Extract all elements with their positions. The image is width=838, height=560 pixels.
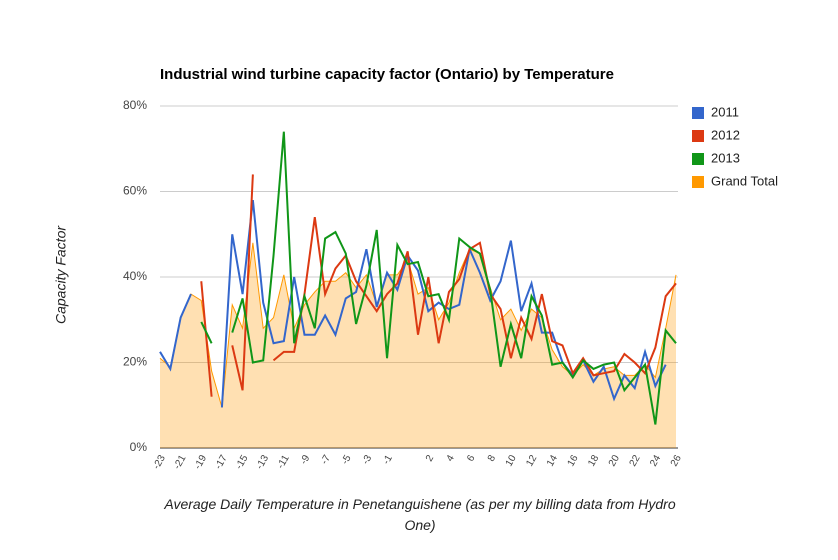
x-tick-label: 2	[424, 453, 437, 464]
x-tick-label: 20	[607, 453, 622, 469]
x-tick-label: -19	[192, 453, 209, 471]
x-tick-label: -15	[234, 453, 251, 471]
x-tick-label: -13	[254, 453, 271, 471]
x-tick-label: 12	[524, 453, 539, 469]
legend-swatch	[692, 130, 704, 142]
area-fill	[160, 242, 676, 448]
x-tick-label: -11	[275, 453, 292, 471]
y-tick-label: 40%	[123, 269, 147, 283]
series-line	[159, 293, 192, 372]
legend-swatch	[692, 107, 704, 119]
legend-label: Grand Total	[711, 173, 778, 188]
x-tick-label: 10	[504, 453, 519, 469]
x-tick-label: -23	[151, 453, 168, 471]
x-tick-label: 24	[648, 453, 663, 469]
series-line	[231, 131, 677, 425]
y-tick-label: 20%	[123, 355, 147, 369]
legend-label: 2013	[711, 150, 740, 165]
legend-label: 2012	[711, 127, 740, 142]
y-tick-label: 60%	[123, 184, 147, 198]
legend-label: 2011	[711, 104, 739, 119]
x-tick-label: -1	[381, 453, 395, 467]
x-tick-label: -3	[360, 453, 374, 467]
x-axis-title: Average Daily Temperature in Penetanguis…	[164, 496, 676, 533]
x-tick-label: 8	[486, 453, 499, 464]
x-tick-label: 4	[445, 453, 458, 464]
y-tick-label: 0%	[130, 440, 148, 454]
series-line	[272, 217, 677, 377]
series-line	[231, 174, 254, 391]
x-tick-label: 6	[465, 453, 478, 464]
legend-swatch	[692, 153, 704, 165]
x-tick-label: 26	[669, 453, 684, 469]
x-tick-label: -5	[340, 453, 354, 467]
y-tick-label: 80%	[123, 98, 147, 112]
y-axis-title: Capacity Factor	[53, 225, 69, 324]
x-tick-label: 14	[545, 453, 560, 469]
x-tick-label: 16	[566, 453, 581, 469]
chart-title: Industrial wind turbine capacity factor …	[160, 66, 614, 83]
x-tick-label: 18	[586, 453, 601, 469]
x-tick-label: -21	[172, 453, 189, 471]
x-tick-label: 22	[628, 453, 643, 469]
x-tick-label: -17	[213, 453, 230, 471]
x-tick-label: -9	[298, 453, 312, 467]
legend-swatch	[692, 176, 704, 188]
x-tick-label: -7	[319, 453, 333, 467]
series-line	[200, 321, 213, 344]
series-line	[200, 281, 213, 397]
